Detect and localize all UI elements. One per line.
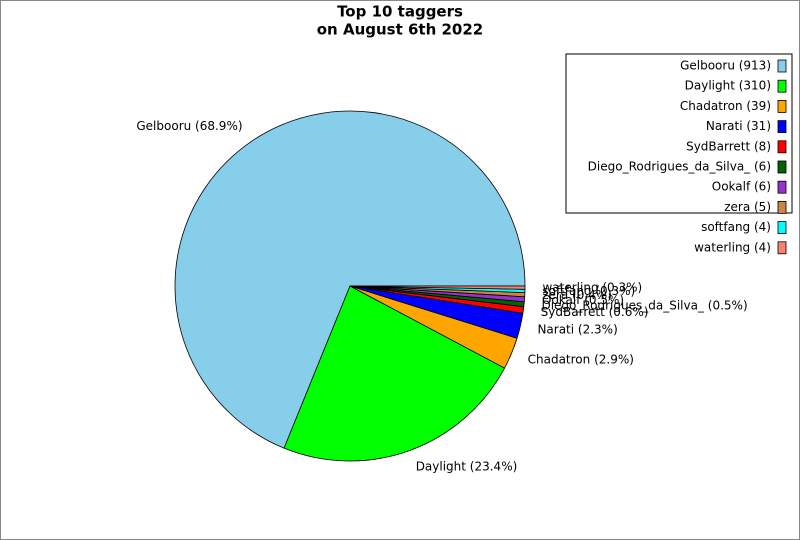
legend-swatch <box>777 120 787 133</box>
pie-slice <box>283 285 506 462</box>
slice-label: SydBarrett (0.6%) <box>541 305 649 319</box>
slice-label: Gelbooru (68.9%) <box>136 119 242 133</box>
legend-swatch <box>777 180 787 194</box>
slice-label: Chadatron (2.9%) <box>528 353 634 367</box>
legend-swatch <box>777 160 787 174</box>
legend-swatch <box>777 59 787 73</box>
pie-slice <box>349 285 526 290</box>
chart-title: Top 10 taggers <box>337 3 463 21</box>
legend-label: Gelbooru (913) <box>680 59 771 73</box>
legend-swatch <box>777 100 787 113</box>
chart-title: on August 6th 2022 <box>317 21 484 39</box>
slice-label: Diego_Rodrigues_da_Silva_ (0.5%) <box>541 299 747 313</box>
slice-label: zera (0.4%) <box>542 288 612 302</box>
legend-swatch <box>777 79 787 93</box>
legend-label: Narati (31) <box>706 119 771 133</box>
legend-swatch <box>777 241 787 255</box>
slice-label: Daylight (23.4%) <box>416 459 518 473</box>
legend-swatch <box>777 200 787 214</box>
legend-label: Diego_Rodrigues_da_Silva_ (6) <box>588 160 771 174</box>
slice-label: waterling (0.3%) <box>542 280 642 294</box>
legend-label: waterling (4) <box>694 240 771 254</box>
legend-label: zera (5) <box>724 200 771 214</box>
legend-swatch <box>777 140 787 154</box>
legend-box <box>565 53 793 214</box>
pie-slice <box>174 110 526 449</box>
legend-label: Ookalf (6) <box>712 180 771 194</box>
legend-label: Daylight (310) <box>685 79 771 93</box>
slice-label: Narati (2.3%) <box>537 322 617 336</box>
legend-label: Chadatron (39) <box>680 99 771 113</box>
legend-label: softfang (4) <box>701 220 771 234</box>
legend-swatch <box>777 221 787 235</box>
slice-label: softfang (0.3%) <box>542 284 635 298</box>
legend-label: SydBarrett (8) <box>686 139 771 153</box>
slice-label: Ookalf (0.5%) <box>542 293 624 307</box>
